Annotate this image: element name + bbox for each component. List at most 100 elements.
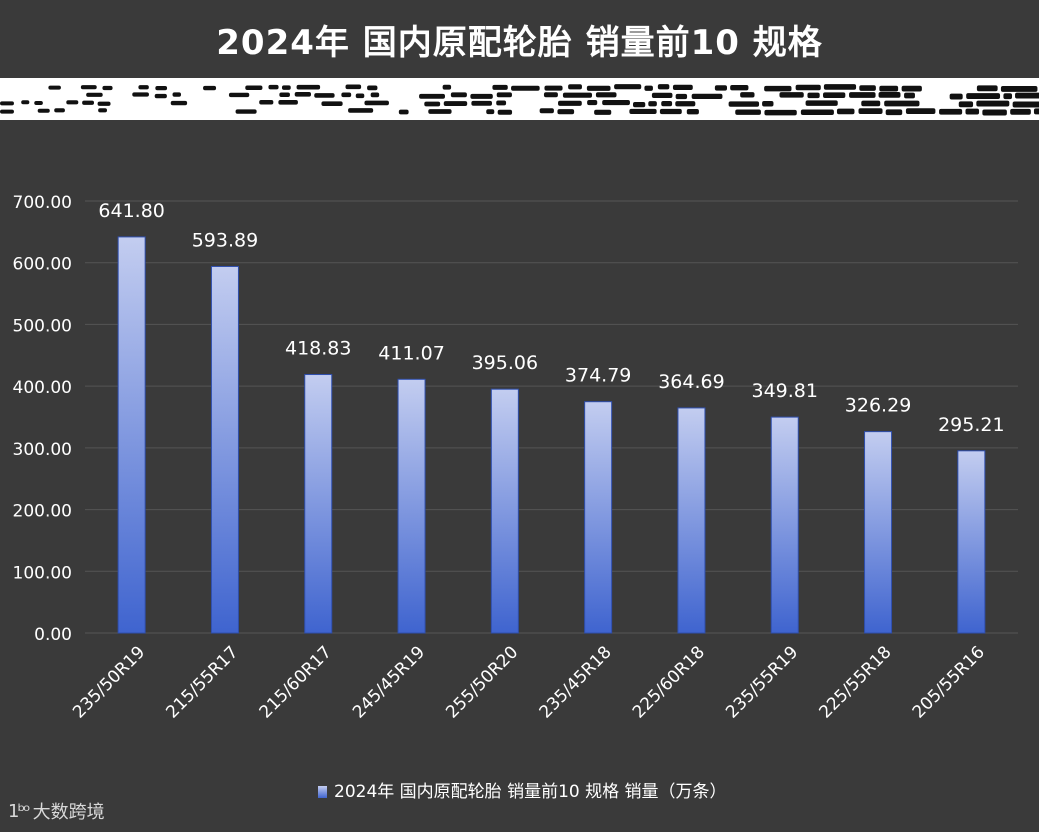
tread-block [884,100,920,107]
bar [677,407,706,634]
tread-block [345,84,362,90]
tread-block [364,100,389,106]
x-tick-label: 255/50R20 [442,642,522,722]
y-tick-label: 400.00 [13,378,72,398]
tread-block [428,109,452,114]
tread-block [355,93,365,99]
tread-block [492,84,508,90]
data-label: 418.83 [285,338,351,360]
x-tick-label: 215/55R17 [162,642,242,722]
tread-block [419,93,445,99]
tread-block [1015,92,1039,99]
tread-block [228,92,250,98]
tread-block [154,93,167,99]
tread-block [562,92,593,98]
tread-block [66,100,79,105]
tread-block [367,85,378,91]
tread-block [661,100,673,107]
y-tick-label: 600.00 [13,255,72,275]
tread-block [268,84,279,90]
tread-block [675,101,696,107]
tread-block [614,84,642,90]
tread-block [102,85,113,91]
tread-block [97,101,111,106]
tread-block [966,93,1001,100]
tread-block [442,84,452,90]
tread-block [672,84,693,91]
data-label: 364.69 [658,371,724,393]
tread-block [557,109,575,115]
tread-block [982,109,1007,116]
tread-block [443,101,468,107]
tread-block [764,85,792,92]
tread-block [595,92,617,98]
tread-block [279,92,290,98]
tread-block [155,85,168,91]
data-label: 411.07 [378,342,444,364]
bar [210,265,239,634]
tread-block [823,92,846,99]
bar [770,416,799,634]
data-label: 326.29 [845,395,911,417]
tread-block [1033,108,1039,115]
tread-block [470,93,493,99]
tread-block [1003,93,1013,100]
y-tick-label: 0.00 [34,625,72,645]
bar [957,450,986,634]
tread-block [651,92,673,99]
tread-block [34,100,43,106]
tread-block [568,84,582,90]
y-tick-label: 100.00 [13,563,72,583]
tread-block [54,108,65,113]
tread-block [281,85,291,90]
bar [304,374,333,634]
y-tick-label: 200.00 [13,502,72,522]
tread-block [632,101,646,108]
tread-block [849,92,876,98]
y-tick-label: 500.00 [13,316,72,336]
tread-block [629,108,657,115]
bar [584,401,613,634]
bar [117,236,146,634]
tread-block [0,109,14,114]
tread-block [80,85,97,90]
x-tick-label: 225/55R18 [815,642,895,722]
tread-block [904,92,915,99]
tread-block [203,85,217,91]
bar [397,378,426,634]
x-tick-label: 235/55R19 [722,642,802,722]
tread-block [172,92,181,97]
tread-block [138,85,149,90]
tread-block [648,101,657,107]
tread-block [602,100,630,106]
tread-block [497,109,513,115]
x-tick-label: 215/60R17 [256,642,336,722]
tread-block [686,109,699,115]
tread-block [424,101,441,107]
tread-block [879,85,899,92]
tread-block [296,84,321,90]
tread-block [657,84,670,90]
tread-block [675,93,688,100]
tread-block [859,85,876,91]
tread-block [795,84,821,91]
tread-block [836,108,855,115]
data-label: 593.89 [192,229,258,251]
tread-block [278,100,298,105]
tread-block [735,109,761,115]
tread-block [949,93,963,100]
bar [490,388,519,634]
tread-block [37,108,50,113]
tread-block [976,85,998,92]
tread-block [714,85,728,91]
tread-block [805,100,838,106]
tread-block [885,109,903,116]
tread-block [321,101,343,107]
tread-block [659,108,682,115]
tread-block [471,100,492,106]
data-label: 295.21 [938,414,1004,436]
x-tick-label: 235/50R19 [69,642,149,722]
tread-block [1012,101,1039,108]
tread-block [878,92,901,98]
tread-block [259,100,274,105]
